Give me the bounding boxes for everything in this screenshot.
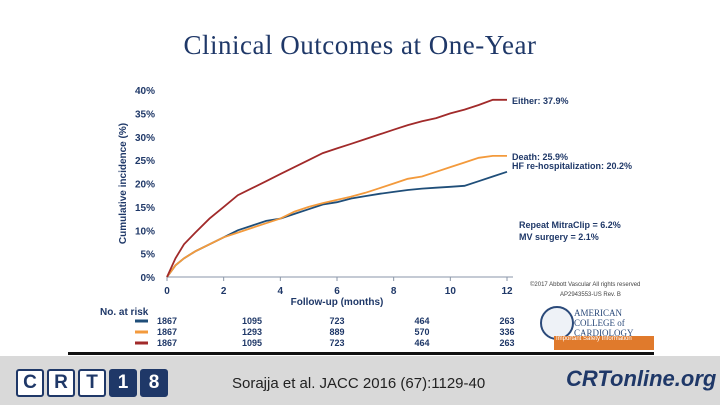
- x-tick-label: 4: [278, 286, 284, 297]
- footer-divider: [68, 352, 654, 355]
- logo-letter: T: [78, 369, 106, 397]
- x-axis-title: Follow-up (months): [291, 297, 384, 308]
- risk-table-cell: 1095: [242, 338, 262, 348]
- x-tick-label: 8: [391, 286, 397, 297]
- risk-table-cell: 723: [329, 338, 344, 348]
- outcomes-chart: 0% 5% 10% 15% 20% 25% 30% 35% 40% 0 2 4 6 8 10 12 Follow…: [100, 86, 640, 348]
- logo-letter: R: [47, 369, 75, 397]
- x-tick-label: 6: [334, 286, 340, 297]
- risk-table-cell: 263: [499, 316, 514, 326]
- series-line-hf-re-hospitalization: [166, 170, 508, 278]
- risk-table-cell: 723: [329, 316, 344, 326]
- risk-table-cell: 1867: [157, 316, 177, 326]
- y-tick-label: 0%: [141, 273, 156, 284]
- y-tick-label: 35%: [135, 109, 155, 120]
- logo-letter: C: [16, 369, 44, 397]
- series-line-death: [166, 154, 507, 278]
- outcome-note: Repeat MitraClip = 6.2%: [519, 220, 621, 230]
- y-tick-label: 5%: [141, 250, 156, 261]
- risk-table-cell: 336: [499, 327, 514, 337]
- crtonline-logo: CRTonline.org: [566, 366, 717, 391]
- x-tick-label: 12: [501, 286, 513, 297]
- logo-digit: 8: [140, 369, 168, 397]
- y-axis-title: Cumulative incidence (%): [118, 123, 129, 244]
- risk-table-cell: 570: [414, 327, 429, 337]
- document-code: AP2943553-US Rev. B: [560, 292, 621, 298]
- acc-seal-icon: [540, 306, 574, 340]
- y-tick-label: 20%: [135, 180, 155, 191]
- risk-table-cell: 1095: [242, 316, 262, 326]
- acc-safety-banner: Important Safety Information: [554, 336, 654, 350]
- risk-table-cell: 464: [414, 338, 429, 348]
- slide-title: Clinical Outcomes at One-Year: [183, 30, 537, 60]
- risk-table-cell: 1293: [242, 327, 262, 337]
- x-tick-label: 10: [445, 286, 457, 297]
- y-tick-label: 10%: [135, 226, 155, 237]
- outcome-note: MV surgery = 2.1%: [519, 232, 599, 242]
- y-tick-label: 30%: [135, 133, 155, 144]
- y-tick-label: 25%: [135, 156, 155, 167]
- risk-table-cell: 1867: [157, 338, 177, 348]
- acc-logo-text: AMERICAN COLLEGE of CARDIOLOGY: [574, 308, 634, 338]
- risk-table-title: No. at risk: [100, 307, 149, 318]
- crt18-logo: C R T 1 8: [16, 369, 168, 397]
- risk-table-cell: 464: [414, 316, 429, 326]
- logo-digit: 1: [109, 369, 137, 397]
- end-label: Either: 37.9%: [512, 96, 569, 106]
- risk-table-cell: 263: [499, 338, 514, 348]
- risk-table-cell: 1867: [157, 327, 177, 337]
- risk-table-cell: 889: [329, 327, 344, 337]
- y-tick-label: 40%: [135, 86, 155, 97]
- series-line-either: [166, 98, 507, 278]
- copyright-text: ©2017 Abbott Vascular All rights reserve…: [530, 281, 640, 288]
- acc-logo: AMERICAN COLLEGE of CARDIOLOGY Important…: [540, 306, 654, 350]
- y-tick-label: 15%: [135, 203, 155, 214]
- end-label: HF re-hospitalization: 20.2%: [512, 161, 632, 171]
- x-tick-label: 0: [164, 286, 170, 297]
- end-label: Death: 25.9%: [512, 152, 568, 162]
- citation: Sorajja et al. JACC 2016 (67):1129-40: [232, 375, 486, 392]
- x-tick-label: 2: [221, 286, 227, 297]
